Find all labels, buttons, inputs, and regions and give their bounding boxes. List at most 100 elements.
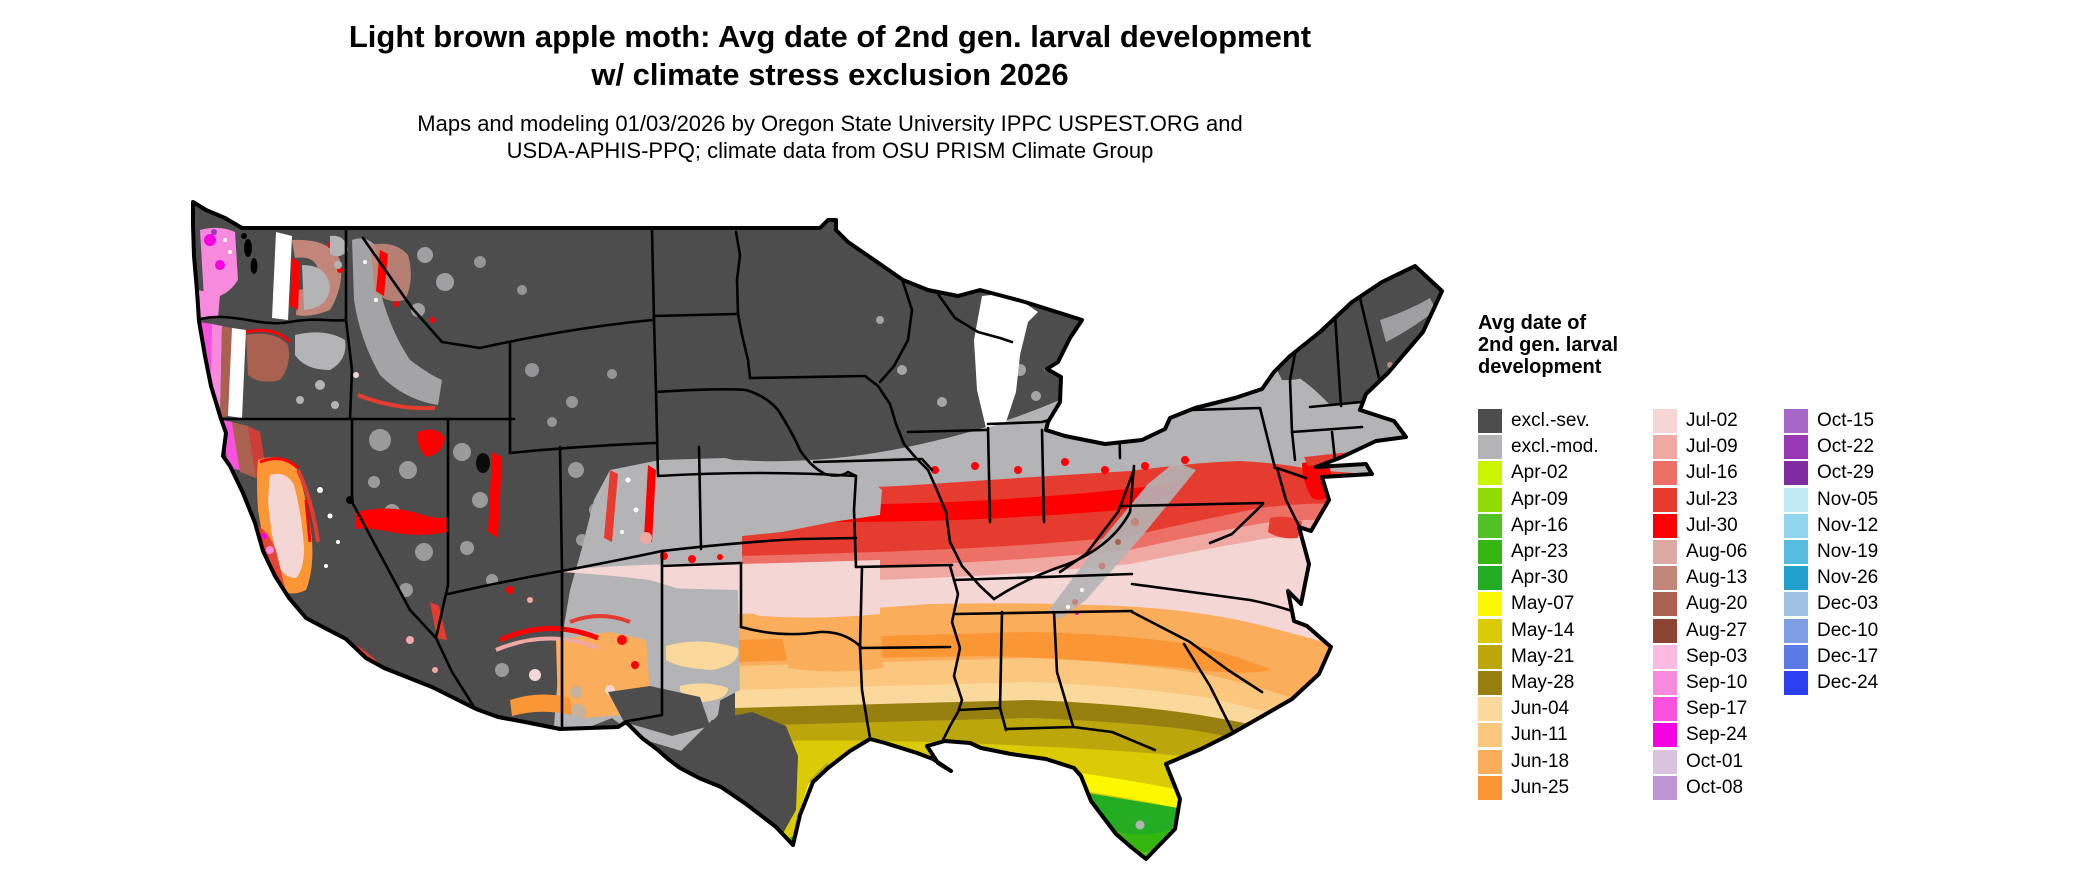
map-pink-spot	[266, 546, 274, 554]
legend-swatch	[1478, 723, 1502, 748]
map-gray-spot	[472, 492, 488, 508]
legend-item: May-21	[1478, 644, 1653, 670]
legend-swatch	[1784, 566, 1808, 591]
map-gray-spot	[568, 462, 584, 478]
legend-swatch	[1653, 461, 1677, 486]
map-region	[697, 445, 703, 551]
map-gray-spot	[315, 380, 325, 390]
map-gray-spot	[369, 429, 391, 451]
legend-item: Jun-04	[1478, 696, 1653, 722]
map-gray-spot	[368, 476, 380, 488]
legend-swatch	[1478, 697, 1502, 722]
map-region	[626, 549, 664, 723]
subtitle-line-1: Maps and modeling 01/03/2026 by Oregon S…	[417, 111, 1243, 136]
map-region	[863, 374, 996, 601]
map-nevada-red-band	[356, 508, 448, 535]
legend-swatch	[1784, 670, 1808, 695]
map-region	[852, 474, 858, 569]
map-wa-magenta	[204, 234, 216, 246]
header: Light brown apple moth: Avg date of 2nd …	[0, 0, 1660, 164]
map-white-fleck	[317, 487, 323, 493]
map-keys-dot	[1134, 872, 1139, 877]
legend-label: Aug-06	[1686, 541, 1748, 563]
map-gray-spot	[897, 365, 907, 375]
map-or-cascades-white	[228, 328, 246, 418]
legend-column-2: Jul-02 Jul-09 Jul-16 Jul-23 Jul-30 Aug-06 Aug-…	[1653, 408, 1784, 801]
map-ne-wa-gray	[330, 235, 348, 257]
legend-item: Jul-16	[1653, 460, 1784, 486]
map-region	[1290, 425, 1364, 434]
legend-swatch	[1784, 618, 1808, 643]
map-sierra-foothill-red	[296, 469, 320, 543]
map-red-spot	[688, 555, 696, 563]
legend-label: Oct-22	[1817, 436, 1875, 458]
map-region	[812, 457, 934, 472]
legend-label: Apr-30	[1511, 567, 1569, 589]
map-gray-spot	[570, 704, 586, 720]
map-gray-spot	[876, 316, 884, 324]
legend-item: Jul-30	[1653, 513, 1784, 539]
map-region	[858, 565, 864, 650]
legend-label: Apr-02	[1511, 462, 1569, 484]
legend-swatch	[1478, 618, 1502, 643]
legend-item: Nov-19	[1784, 539, 1924, 565]
map-kansas-gray	[742, 460, 882, 536]
legend-label: Jul-16	[1686, 462, 1738, 484]
legend-item: Dec-17	[1784, 644, 1924, 670]
map-region	[434, 417, 450, 640]
map-white-fleck	[228, 250, 232, 254]
map-valley-red-rim	[259, 457, 300, 470]
map-white-fleck	[633, 507, 639, 513]
map-region	[361, 236, 482, 350]
legend-title-line-1: Avg date of	[1478, 312, 1587, 334]
legend-swatch	[1478, 487, 1502, 512]
legend-swatch	[1478, 670, 1502, 695]
page-title: Light brown apple moth: Avg date of 2nd …	[0, 18, 1660, 94]
legend-item: Nov-26	[1784, 565, 1924, 591]
legend-columns: excl.-sev. excl.-mod. Apr-02 Apr-09 Apr-16 Ap…	[1478, 408, 1924, 801]
map-gray-spot	[607, 369, 617, 379]
map-ne-nevada-red-blob	[417, 429, 445, 457]
legend-label: Sep-10	[1686, 671, 1748, 693]
legend-label: Jul-30	[1686, 514, 1738, 536]
legend-item: Oct-29	[1784, 460, 1924, 486]
legend-label: Aug-20	[1686, 593, 1748, 615]
map-gray-spot	[547, 417, 557, 427]
legend-swatch	[1784, 409, 1808, 434]
map-red-speckle	[931, 466, 939, 474]
legend-item: Aug-13	[1653, 565, 1784, 591]
map-red-spot	[429, 317, 435, 323]
state-borders	[195, 228, 1381, 752]
legend-item: Nov-05	[1784, 487, 1924, 513]
legend-item: Jun-25	[1478, 775, 1653, 801]
legend-swatch	[1653, 644, 1677, 669]
map-region	[1052, 610, 1075, 728]
legend-swatch	[1653, 749, 1677, 774]
legend-label: May-07	[1511, 593, 1575, 615]
legend-item: Sep-03	[1653, 644, 1784, 670]
map-brown-spot	[1402, 417, 1408, 423]
legend-label: Jul-23	[1686, 488, 1738, 510]
legend-column-3: Oct-15 Oct-22 Oct-29 Nov-05 Nov-12 Nov-19 Nov-…	[1784, 408, 1924, 801]
legend-swatch	[1653, 775, 1677, 800]
map-region	[478, 318, 654, 350]
map-pink-spot	[406, 636, 414, 644]
map-az-south-orange	[510, 694, 572, 716]
map-brown-spot	[1131, 518, 1139, 526]
legend-item: Apr-23	[1478, 539, 1653, 565]
legend-item: Dec-10	[1784, 618, 1924, 644]
legend-item: Nov-12	[1784, 513, 1924, 539]
map-brown-spot	[1098, 562, 1106, 570]
legend-item: Aug-06	[1653, 539, 1784, 565]
map-maine-coast-gray	[1380, 298, 1436, 342]
map-region	[1118, 501, 1265, 508]
map-region	[446, 536, 858, 596]
legend-label: Jul-02	[1686, 410, 1738, 432]
legend-item: Apr-02	[1478, 460, 1653, 486]
map-region	[656, 471, 858, 478]
map-red-speckle	[1181, 456, 1189, 464]
map-region	[1058, 468, 1136, 574]
map-nm-red-spot	[617, 635, 627, 645]
legend-item: Jun-11	[1478, 722, 1653, 748]
map-region	[858, 646, 872, 740]
